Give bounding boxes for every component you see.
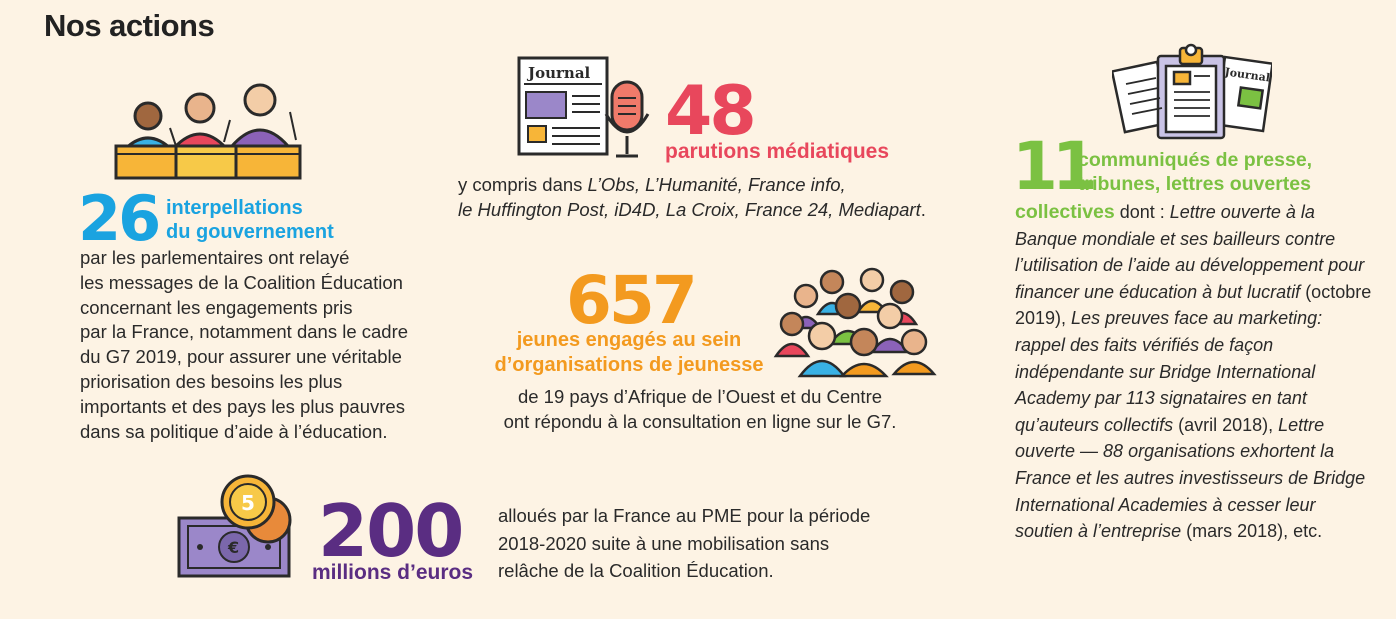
interpellations-text: par les parlementaires ont relayé les me… bbox=[80, 246, 408, 444]
coin-label: 5 bbox=[241, 491, 255, 515]
newspaper-label: Journal bbox=[526, 64, 591, 82]
media-line2-suffix: . bbox=[920, 199, 926, 220]
interpellations-line: concernant les engagements pris bbox=[80, 296, 353, 318]
funding-line: relâche de la Coalition Éducation. bbox=[498, 560, 774, 581]
youth-line2: ont répondu à la consultation en ligne s… bbox=[503, 411, 897, 432]
media-line2: le Huffington Post, iD4D, La Croix, Fran… bbox=[458, 197, 926, 222]
press-date-2: (avril 2018), bbox=[1173, 414, 1279, 435]
documents-journal-label: Journal bbox=[1223, 65, 1271, 84]
youth-text: de 19 pays d’Afrique de l’Ouest et du Ce… bbox=[440, 384, 960, 434]
banknote-coins-icon: € 5 bbox=[177, 474, 292, 578]
media-number: 48 bbox=[665, 72, 757, 151]
press-date-1: (octobre 2019), bbox=[1015, 281, 1372, 329]
page-title: Nos actions bbox=[44, 8, 215, 43]
newspaper-microphone-icon: Journal bbox=[517, 56, 650, 158]
interpellations-line: du G7 2019, pour assurer une véritable bbox=[80, 346, 402, 368]
press-heading: communiqués de presse, tribunes, lettres… bbox=[1078, 148, 1312, 196]
press-number: 11 bbox=[1012, 128, 1098, 205]
press-heading-line3: collectives bbox=[1015, 201, 1115, 223]
youth-heading-line2: d’organisations de jeunesse bbox=[494, 354, 764, 376]
funding-number: 200 bbox=[318, 489, 464, 573]
funding-line: alloués par la France au PME pour la pér… bbox=[498, 505, 871, 526]
interpellations-line: importants et des pays les plus pauvres bbox=[80, 395, 405, 417]
funding-heading: millions d’euros bbox=[312, 561, 474, 584]
media-line2-outlets: le Huffington Post, iD4D, La Croix, Fran… bbox=[458, 199, 921, 220]
interpellations-heading-line1: interpellations bbox=[166, 197, 303, 219]
youth-heading-line1: jeunes engagés au sein bbox=[516, 329, 742, 351]
parliament-people-icon bbox=[114, 83, 302, 180]
interpellations-line: les messages de la Coalition Éducation bbox=[80, 271, 403, 293]
svg-text:€: € bbox=[227, 538, 239, 557]
press-heading-line1: communiqués de presse, bbox=[1078, 149, 1313, 171]
funding-line: 2018-2020 suite à une mobilisation sans bbox=[498, 532, 830, 554]
interpellations-line: par la France, notamment dans le cadre bbox=[80, 321, 409, 343]
interpellations-heading-line2: du gouvernement bbox=[166, 221, 334, 243]
press-letter-2: Les preuves face au marketing: rappel de… bbox=[1015, 308, 1323, 435]
youth-number: 657 bbox=[566, 262, 698, 339]
youth-line1: de 19 pays d’Afrique de l’Ouest et du Ce… bbox=[517, 386, 883, 407]
press-date-3: (mars 2018), etc. bbox=[1181, 521, 1323, 542]
media-line1: y compris dans L’Obs, L’Humanité, France… bbox=[458, 172, 926, 197]
press-letter-1: Lettre ouverte à la Banque mondiale et s… bbox=[1015, 202, 1365, 302]
interpellations-line: dans sa politique d’aide à l’éducation. bbox=[80, 420, 388, 442]
documents-clipboard-icon: Journal bbox=[1112, 43, 1272, 140]
media-line1-outlets: L’Obs, L’Humanité, France info, bbox=[587, 174, 846, 195]
interpellations-number: 26 bbox=[78, 182, 161, 255]
interpellations-line: par les parlementaires ont relayé bbox=[80, 247, 350, 268]
press-heading-line2: tribunes, lettres ouvertes bbox=[1078, 173, 1311, 195]
funding-text: alloués par la France au PME pour la pér… bbox=[498, 502, 870, 585]
media-line1-prefix: y compris dans bbox=[458, 174, 588, 195]
media-text: y compris dans L’Obs, L’Humanité, France… bbox=[458, 172, 926, 222]
interpellations-heading: interpellations du gouvernement bbox=[166, 196, 334, 244]
press-dont: dont : bbox=[1114, 202, 1170, 222]
youth-heading: jeunes engagés au sein d’organisations d… bbox=[484, 328, 774, 378]
media-heading: parutions médiatiques bbox=[665, 140, 890, 163]
press-letter-3: Lettre ouverte — 88 organisations exhort… bbox=[1015, 414, 1366, 542]
press-text: collectives dont : Lettre ouverte à la B… bbox=[1015, 199, 1375, 545]
interpellations-line: priorisation des besoins les plus bbox=[80, 370, 343, 392]
crowd-icon bbox=[773, 267, 937, 378]
